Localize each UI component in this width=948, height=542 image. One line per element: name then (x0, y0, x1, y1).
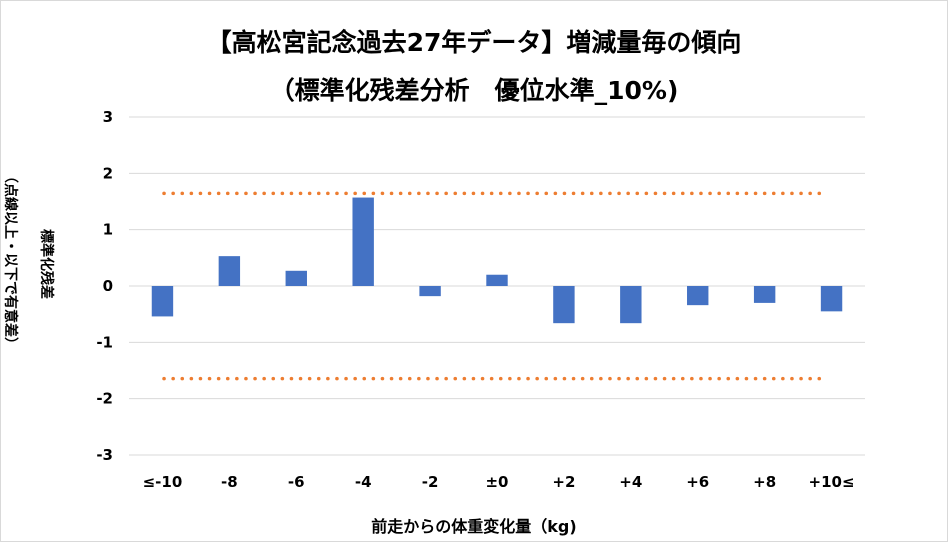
bar (419, 286, 441, 297)
x-tick-label: -8 (221, 473, 238, 491)
x-tick-label: -2 (422, 473, 439, 491)
bar (486, 274, 508, 286)
y-tick-label: 1 (103, 221, 113, 239)
x-tick-label: +8 (753, 473, 776, 491)
x-tick-label: -4 (355, 473, 372, 491)
bar (687, 286, 709, 306)
y-tick-label: 2 (103, 164, 113, 182)
bar (218, 256, 241, 286)
x-tick-label: -6 (288, 473, 305, 491)
x-tick-label: +6 (686, 473, 709, 491)
x-tick-label: ±0 (485, 473, 508, 491)
bar (285, 270, 307, 286)
x-tick-label: +2 (552, 473, 575, 491)
bar (352, 197, 374, 286)
y-tick-label: 3 (103, 108, 113, 126)
bar (620, 286, 642, 324)
bar (553, 286, 575, 324)
x-axis-title: 前走からの体重変化量（kg) (371, 517, 577, 536)
x-tick-label: ≤-10 (143, 473, 183, 491)
y-tick-label: -3 (96, 446, 113, 464)
bar (151, 286, 174, 317)
bar (753, 286, 776, 303)
y-tick-label: -2 (96, 390, 113, 408)
x-tick-label: +10≤ (809, 473, 855, 491)
bar (820, 286, 843, 312)
chart-subtitle: （標準化残差分析 優位水準_10%) (269, 76, 679, 105)
y-tick-label: 0 (103, 277, 113, 295)
y-tick-label: -1 (96, 333, 113, 351)
x-tick-label: +4 (619, 473, 642, 491)
chart-title: 【高松宮記念過去27年データ】増減量毎の傾向 (206, 28, 742, 57)
